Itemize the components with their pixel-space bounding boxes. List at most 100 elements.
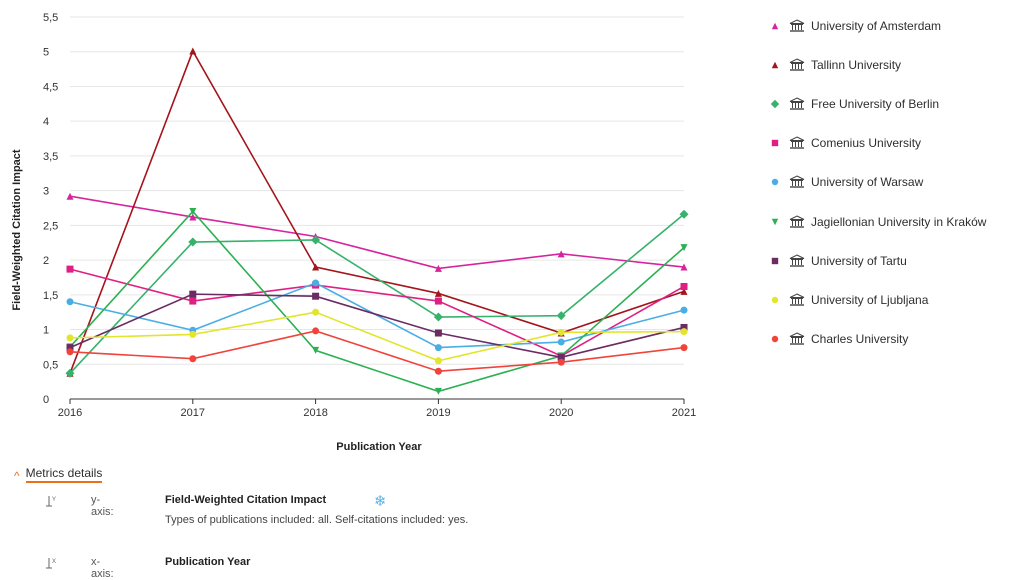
legend-label: Tallinn University (811, 57, 902, 72)
data-point[interactable] (434, 387, 442, 395)
legend-marker-shape[interactable] (771, 61, 779, 68)
legend-item[interactable]: Charles University (770, 320, 1019, 359)
data-point[interactable] (680, 328, 688, 336)
y-axis-key: y-axis: (91, 494, 114, 518)
data-point[interactable] (312, 279, 320, 287)
data-point[interactable] (65, 368, 75, 378)
metrics-details-label: Metrics details (25, 466, 103, 483)
grid (70, 16, 684, 400)
y-tick-label: 5,5 (43, 12, 58, 24)
data-point[interactable] (679, 209, 689, 219)
series-5 (66, 207, 688, 395)
data-point[interactable] (434, 329, 442, 337)
data-point[interactable] (680, 263, 688, 271)
data-point[interactable] (189, 355, 197, 363)
y-tick-label: 0,5 (43, 359, 58, 371)
data-point[interactable] (434, 357, 442, 365)
data-point[interactable] (66, 265, 74, 273)
legend-marker (770, 295, 780, 305)
data-point[interactable] (188, 237, 198, 247)
legend-item[interactable]: Jagiellonian University in Kraków (770, 202, 1019, 241)
data-point[interactable] (189, 47, 197, 55)
legend-item[interactable]: Free University of Berlin (770, 84, 1019, 123)
data-point[interactable] (680, 344, 688, 352)
data-point[interactable] (189, 213, 197, 221)
data-point[interactable] (680, 244, 688, 252)
data-point[interactable] (312, 292, 320, 300)
legend-marker-shape[interactable] (771, 257, 779, 264)
data-point[interactable] (66, 348, 74, 356)
data-point[interactable] (680, 282, 688, 290)
legend-marker-shape[interactable] (771, 218, 779, 225)
x-axis-title: Publication Year (336, 441, 422, 453)
legend-label: Free University of Berlin (811, 96, 940, 111)
data-point[interactable] (680, 323, 688, 331)
legend-marker-shape[interactable] (771, 179, 779, 186)
data-point[interactable] (312, 308, 320, 316)
data-point[interactable] (189, 290, 197, 298)
data-point[interactable] (189, 330, 197, 338)
legend-item[interactable]: University of Tartu (770, 241, 1019, 280)
legend: University of Amsterdam Tallinn Universit… (770, 6, 1019, 359)
data-point[interactable] (66, 334, 74, 342)
data-point[interactable] (312, 346, 320, 354)
metrics-details-toggle[interactable]: ^ Metrics details (14, 466, 103, 483)
legend-marker-shape[interactable] (771, 22, 779, 29)
data-point[interactable] (557, 250, 565, 258)
chart: 0 0,5 1 1,5 2 2,5 3 3,5 4 4,5 5 5,5 2016 2017 2018 2019… (11, 12, 696, 453)
data-point[interactable] (557, 338, 565, 346)
institution-icon (789, 254, 805, 268)
data-point[interactable] (434, 264, 442, 272)
gear-icon[interactable]: ❄ (374, 493, 387, 510)
legend-item[interactable]: University of Amsterdam (770, 6, 1019, 45)
y-tick-label: 4,5 (43, 81, 58, 93)
data-point[interactable] (556, 311, 566, 321)
series-line (69, 268, 685, 357)
data-point[interactable] (433, 312, 443, 322)
y-tick-label: 3 (43, 186, 49, 198)
series-line (69, 210, 685, 393)
data-point[interactable] (312, 263, 320, 271)
y-tick-label: 2 (43, 255, 49, 267)
legend-item[interactable]: Tallinn University (770, 45, 1019, 84)
data-point[interactable] (557, 328, 565, 336)
data-point[interactable] (434, 289, 442, 297)
legend-marker (770, 177, 780, 187)
data-point[interactable] (311, 235, 321, 245)
data-point[interactable] (66, 192, 74, 200)
series-line (69, 213, 685, 374)
data-point[interactable] (557, 353, 565, 361)
legend-label: Jagiellonian University in Kraków (811, 214, 987, 229)
legend-item[interactable]: University of Ljubljana (770, 280, 1019, 319)
legend-item[interactable]: University of Warsaw (770, 163, 1019, 202)
legend-marker-shape[interactable] (771, 139, 779, 147)
y-tick-label: 4 (43, 116, 49, 128)
legend-marker (770, 256, 780, 266)
legend-label: Comenius University (811, 136, 922, 151)
legend-marker-shape[interactable] (771, 296, 779, 304)
data-point[interactable] (312, 327, 320, 335)
data-point[interactable] (680, 287, 688, 295)
series-line (69, 293, 685, 359)
data-point[interactable] (434, 297, 442, 305)
legend-marker (770, 60, 780, 70)
legend-label: Charles University (811, 332, 909, 347)
legend-marker-shape[interactable] (771, 335, 779, 343)
x-tick-label: 2021 (672, 407, 696, 419)
y-axis-metric: Field-Weighted Citation Impact (165, 494, 327, 506)
data-point[interactable] (189, 207, 197, 215)
y-axis-icon: Y (44, 494, 58, 508)
data-point[interactable] (557, 358, 565, 366)
data-point[interactable] (66, 344, 74, 352)
x-tick-label: 2017 (181, 407, 205, 419)
data-point[interactable] (434, 367, 442, 375)
data-point[interactable] (66, 298, 74, 306)
chevron-up-icon: ^ (14, 468, 20, 483)
legend-marker (770, 21, 780, 31)
legend-marker-shape[interactable] (770, 99, 780, 109)
x-tick-label: 2018 (303, 407, 327, 419)
legend-item[interactable]: Comenius University (770, 124, 1019, 163)
data-point[interactable] (680, 306, 688, 314)
data-point[interactable] (189, 297, 197, 305)
data-point[interactable] (434, 344, 442, 352)
